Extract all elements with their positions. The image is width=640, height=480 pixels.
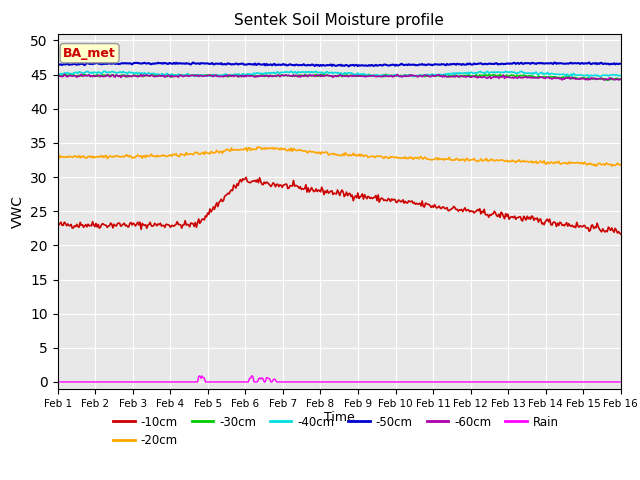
Title: Sentek Soil Moisture profile: Sentek Soil Moisture profile (234, 13, 444, 28)
Y-axis label: VWC: VWC (11, 195, 25, 228)
Text: BA_met: BA_met (63, 47, 116, 60)
X-axis label: Time: Time (324, 411, 355, 424)
Legend: -10cm, -20cm, -30cm, -40cm, -50cm, -60cm, Rain: -10cm, -20cm, -30cm, -40cm, -50cm, -60cm… (109, 411, 563, 452)
